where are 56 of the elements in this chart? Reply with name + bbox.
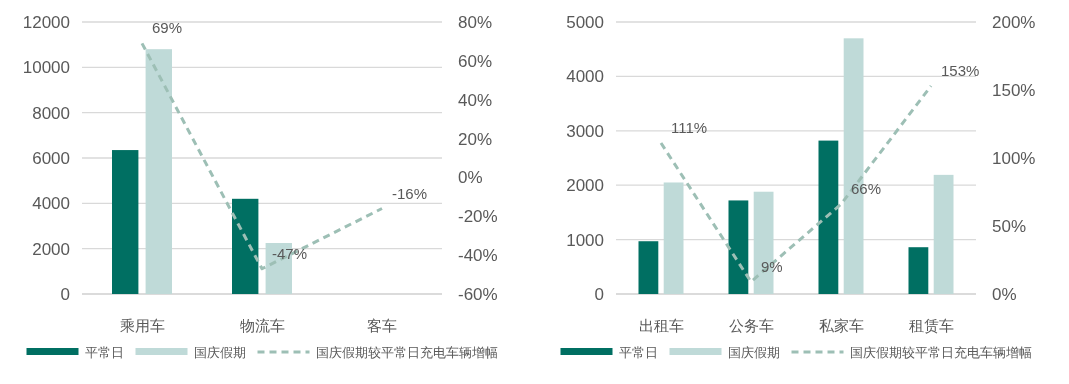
data-label: 69% [152, 19, 183, 37]
bar [908, 247, 929, 294]
bar [818, 140, 839, 294]
legend-label: 国庆假期较平常日充电车辆增幅 [315, 345, 498, 360]
y-tick-label: 1000 [566, 230, 604, 250]
bar [145, 49, 172, 294]
bar [112, 150, 139, 294]
bar [728, 200, 749, 294]
y2-tick-label: 20% [458, 129, 493, 149]
y-tick-label: 12000 [22, 13, 70, 32]
data-label: 153% [941, 61, 980, 79]
y-tick-label: 8000 [32, 103, 70, 123]
x-tick-label: 物流车 [239, 317, 285, 334]
x-tick-label: 出租车 [638, 317, 684, 334]
data-label: -16% [392, 184, 428, 202]
bar [232, 198, 259, 294]
y-tick-label: 0 [594, 285, 604, 304]
y-tick-label: 2000 [32, 239, 70, 259]
legend-label: 国庆假期较平常日充电车辆增幅 [849, 345, 1032, 360]
legend-label: 国庆假期 [727, 345, 780, 360]
x-tick-label: 私家车 [818, 317, 864, 334]
y2-tick-label: -20% [458, 207, 498, 227]
bar [638, 241, 659, 294]
data-label: 111% [671, 119, 708, 137]
data-label: 9% [761, 257, 783, 275]
y2-tick-label: 50% [992, 217, 1027, 236]
y2-tick-label: 40% [458, 90, 493, 110]
y2-tick-label: -60% [458, 285, 498, 304]
x-tick-label: 乘用车 [119, 317, 165, 334]
y-tick-label: 0 [60, 285, 70, 304]
legend-label: 平常日 [618, 345, 658, 360]
y2-tick-label: 0% [458, 168, 483, 188]
y2-tick-label: 200% [992, 13, 1036, 32]
y-tick-label: 5000 [566, 13, 604, 32]
line-series [659, 84, 933, 284]
y2-tick-label: 60% [458, 51, 493, 71]
legend-label: 平常日 [84, 345, 124, 360]
y2-tick-label: 100% [992, 149, 1036, 168]
y2-tick-label: 150% [992, 81, 1036, 100]
y-tick-label: 4000 [32, 194, 70, 214]
data-label: -47% [272, 244, 308, 262]
bar [663, 182, 684, 294]
data-label: 66% [851, 180, 882, 198]
y-tick-label: 6000 [32, 149, 70, 168]
y-tick-label: 4000 [566, 67, 604, 87]
y-tick-label: 10000 [22, 58, 70, 78]
y-tick-label: 2000 [566, 176, 604, 196]
y2-tick-label: 0% [992, 285, 1017, 304]
x-tick-label: 公务车 [728, 317, 774, 334]
y2-tick-label: -40% [458, 246, 498, 266]
y2-tick-label: 80% [458, 13, 493, 32]
legend-label: 国庆假期 [193, 345, 246, 360]
x-tick-label: 租赁车 [908, 317, 954, 334]
bar [933, 174, 954, 294]
y-tick-label: 3000 [566, 121, 604, 141]
x-tick-label: 客车 [367, 317, 397, 334]
